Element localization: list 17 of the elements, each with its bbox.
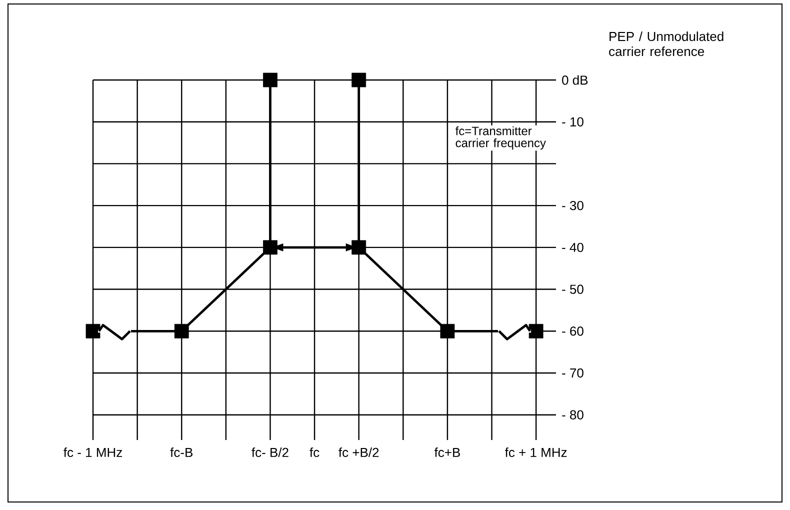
x-tick-label: fc+B (434, 448, 460, 458)
x-tick-label: fc-B (170, 448, 192, 458)
y-tick-label: - 40 (562, 242, 584, 252)
x-tick-label: fc +B/2 (338, 448, 379, 458)
y-tick-label: - 10 (562, 117, 584, 126)
annotation: fc=Transmitter carrier frequency (455, 126, 546, 150)
y-tick-label: - 50 (562, 284, 584, 294)
y-tick-label: 0 dB (562, 75, 588, 85)
x-tick-label: fc - 1 MHz (64, 448, 122, 458)
x-tick-label: fc (310, 448, 320, 458)
y-tick-label: - 70 (562, 368, 584, 378)
y-tick-label: - 30 (562, 200, 584, 210)
y-axis-title: PEP / Unmodulated carrier reference (609, 32, 724, 56)
y-tick-label: - 80 (562, 410, 584, 420)
y-tick-label: - 60 (562, 326, 584, 336)
x-tick-label: fc- B/2 (252, 448, 288, 458)
x-tick-label: fc + 1 MHz (505, 448, 567, 458)
